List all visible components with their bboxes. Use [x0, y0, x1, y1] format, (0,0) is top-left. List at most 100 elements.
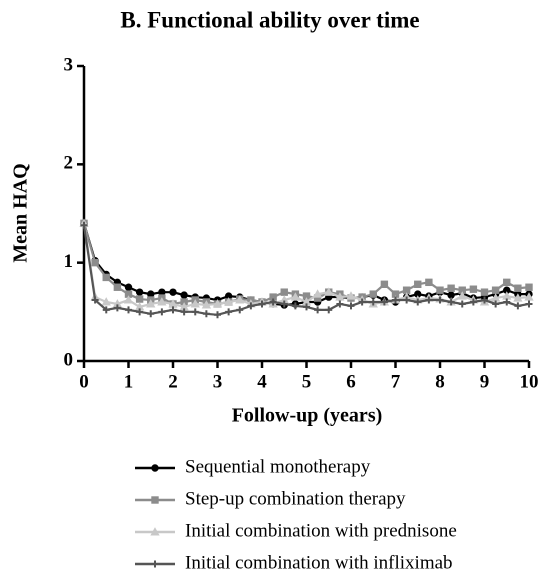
point [180, 291, 188, 299]
point [91, 258, 99, 267]
point [469, 298, 477, 306]
point [425, 278, 433, 287]
x-tick-label: 2 [168, 371, 178, 392]
point [125, 306, 132, 314]
point [147, 310, 155, 318]
x-tick-label: 10 [520, 371, 539, 392]
point [514, 284, 522, 292]
legend-label: Step-up combination therapy [185, 488, 406, 509]
point [169, 288, 177, 296]
point [136, 308, 144, 316]
point [325, 306, 333, 314]
point [324, 287, 334, 296]
y-tick-label: 1 [64, 251, 74, 272]
point [101, 297, 111, 306]
point [146, 299, 156, 308]
point [312, 289, 323, 298]
point [513, 293, 523, 302]
point [158, 308, 166, 316]
x-tick-label: 5 [302, 371, 312, 392]
point [201, 300, 212, 309]
point [303, 303, 310, 311]
point [235, 295, 245, 304]
legend-label: Initial combination with prednisone [185, 520, 457, 541]
point [247, 302, 255, 310]
point [503, 298, 511, 306]
point [358, 298, 366, 306]
point [392, 296, 399, 304]
point [269, 298, 277, 306]
point [190, 299, 200, 308]
point [403, 296, 411, 304]
point [91, 296, 99, 304]
legend-marker [151, 496, 159, 504]
y-tick-label: 3 [64, 54, 74, 75]
point [524, 292, 534, 301]
legend-label: Sequential monotherapy [185, 456, 371, 477]
x-tick-label: 6 [346, 371, 356, 392]
point [202, 310, 210, 318]
point [336, 300, 344, 308]
x-tick-label: 7 [391, 371, 401, 392]
y-tick-label: 2 [64, 153, 74, 174]
point [290, 292, 301, 301]
point [124, 283, 133, 291]
point [191, 308, 199, 316]
point [169, 306, 177, 314]
point [314, 306, 322, 314]
point [369, 298, 377, 306]
point [425, 296, 433, 304]
x-tick-label: 9 [480, 371, 490, 392]
x-tick-label: 4 [257, 371, 267, 392]
point [447, 284, 455, 292]
x-tick-label: 0 [79, 371, 89, 392]
point [481, 296, 488, 304]
point [258, 300, 266, 308]
point [480, 288, 489, 296]
point [347, 302, 355, 310]
point [447, 298, 455, 306]
point [503, 278, 511, 287]
point [102, 306, 110, 314]
point [380, 280, 389, 289]
point [436, 286, 444, 294]
legend-marker [151, 464, 159, 472]
point [225, 308, 233, 316]
legend-marker [150, 527, 160, 536]
point [280, 288, 288, 296]
point [80, 221, 88, 229]
point [135, 288, 144, 296]
x-tick-label: 8 [435, 371, 445, 392]
point [214, 311, 221, 319]
point [457, 291, 467, 300]
point [280, 300, 288, 308]
y-tick-label: 0 [64, 349, 74, 370]
point [113, 283, 122, 291]
point [436, 296, 444, 304]
point [514, 302, 522, 310]
point [491, 286, 500, 294]
point [223, 297, 234, 306]
point [212, 299, 223, 308]
point [346, 291, 356, 300]
x-axis-label: Follow-up (years) [232, 405, 383, 427]
point [291, 302, 299, 310]
legend-label: Initial combination with infliximab [185, 552, 453, 573]
point [135, 295, 144, 303]
point [113, 304, 121, 312]
point [492, 300, 500, 308]
legend-marker [151, 560, 159, 568]
point [458, 300, 466, 308]
x-tick-label: 3 [213, 371, 223, 392]
point [123, 295, 134, 304]
point [380, 298, 388, 306]
point [414, 298, 422, 306]
point [525, 283, 533, 291]
point [335, 292, 345, 301]
point [525, 300, 533, 308]
point [414, 280, 422, 289]
point [180, 308, 188, 316]
point [369, 290, 377, 298]
point [236, 306, 244, 314]
